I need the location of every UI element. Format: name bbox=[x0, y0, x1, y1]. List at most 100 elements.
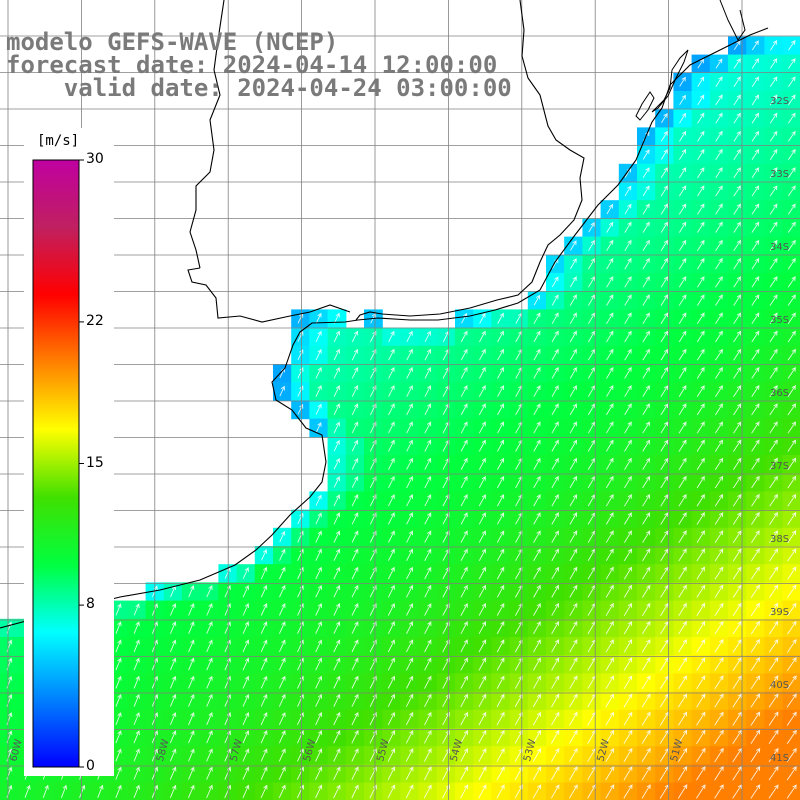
wind-arrow bbox=[768, 602, 779, 617]
wind-arrow bbox=[406, 657, 414, 671]
wind-arrow bbox=[714, 548, 724, 562]
wind-arrow bbox=[569, 566, 578, 580]
wind-arrow bbox=[278, 639, 286, 653]
wind-arrow bbox=[333, 458, 340, 470]
wind-arrow bbox=[624, 221, 632, 233]
wind-arrow bbox=[242, 712, 250, 726]
wind-arrow bbox=[733, 40, 741, 51]
wind-arrow bbox=[351, 476, 359, 488]
wind-arrow bbox=[605, 621, 614, 635]
wind-arrow bbox=[496, 621, 505, 635]
wind-arrow bbox=[660, 257, 668, 270]
wind-arrow bbox=[751, 112, 760, 124]
wind-arrow bbox=[133, 748, 140, 762]
wind-arrow bbox=[424, 457, 432, 470]
wind-arrow bbox=[479, 312, 486, 324]
wind-arrow bbox=[642, 602, 651, 617]
wind-arrow bbox=[769, 366, 778, 379]
wind-arrow bbox=[641, 639, 651, 653]
wind-arrow bbox=[333, 639, 341, 653]
wind-arrow bbox=[732, 657, 742, 671]
wind-arrow bbox=[442, 621, 450, 635]
wind-arrow bbox=[751, 76, 760, 87]
wind-arrow bbox=[714, 493, 724, 507]
wind-arrow bbox=[569, 475, 578, 489]
wind-arrow bbox=[605, 512, 614, 525]
wind-arrow bbox=[605, 748, 615, 763]
wind-arrow bbox=[496, 657, 505, 671]
wind-arrow bbox=[24, 784, 31, 798]
wind-arrow bbox=[478, 457, 486, 470]
wind-arrow bbox=[478, 602, 486, 616]
wind-arrow bbox=[278, 603, 286, 616]
wind-arrow bbox=[587, 403, 596, 416]
wind-arrow bbox=[642, 512, 651, 525]
wind-arrow bbox=[206, 639, 213, 653]
colorbar-tick-label: 8 bbox=[86, 596, 95, 613]
wind-arrow bbox=[169, 657, 177, 671]
wind-arrow bbox=[406, 330, 413, 343]
wind-arrow bbox=[696, 711, 706, 726]
wind-arrow bbox=[733, 475, 742, 489]
wind-arrow bbox=[769, 385, 778, 398]
wind-arrow bbox=[387, 766, 396, 781]
coastline-south-america bbox=[0, 27, 769, 629]
wind-arrow bbox=[751, 58, 760, 69]
wind-arrow bbox=[786, 729, 797, 744]
wind-arrow bbox=[623, 548, 632, 562]
wind-arrow bbox=[787, 294, 796, 306]
wind-arrow bbox=[460, 348, 468, 361]
wind-arrow bbox=[714, 439, 724, 452]
wind-arrow bbox=[460, 584, 468, 598]
wind-arrow bbox=[642, 457, 650, 470]
wind-arrow bbox=[678, 421, 687, 434]
wind-arrow bbox=[406, 494, 413, 507]
wind-arrow bbox=[279, 530, 286, 543]
wind-arrow bbox=[424, 330, 431, 343]
wind-arrow bbox=[496, 766, 505, 781]
wind-arrow bbox=[424, 439, 432, 452]
wind-arrow bbox=[751, 457, 760, 471]
wind-arrow bbox=[260, 566, 268, 580]
wind-arrow bbox=[642, 167, 650, 179]
wind-arrow bbox=[533, 348, 541, 361]
wind-arrow bbox=[569, 584, 578, 598]
wind-arrow bbox=[606, 421, 614, 434]
uruguay-river bbox=[189, 0, 225, 269]
wind-arrow bbox=[642, 294, 650, 306]
wind-arrow bbox=[751, 167, 760, 179]
wind-arrow bbox=[750, 747, 761, 763]
wind-arrow bbox=[388, 421, 395, 434]
wind-arrow bbox=[660, 566, 669, 580]
wind-arrow bbox=[569, 276, 577, 288]
wind-arrow bbox=[732, 548, 742, 562]
wind-arrow bbox=[297, 639, 304, 653]
wind-arrow bbox=[550, 784, 560, 799]
wind-arrow bbox=[623, 675, 633, 690]
wind-arrow bbox=[278, 657, 286, 671]
wind-arrow bbox=[496, 566, 505, 580]
wind-arrow bbox=[787, 548, 797, 562]
wind-arrow bbox=[624, 421, 632, 434]
wind-arrow bbox=[133, 639, 140, 653]
wind-arrow bbox=[406, 457, 413, 470]
wind-arrow bbox=[751, 475, 760, 489]
wind-arrow bbox=[551, 548, 559, 562]
wind-arrow bbox=[679, 130, 687, 142]
wind-arrow bbox=[406, 675, 414, 689]
wind-arrow bbox=[532, 784, 542, 799]
wind-arrow bbox=[460, 494, 468, 507]
wind-arrow bbox=[569, 530, 578, 543]
wind-arrow bbox=[715, 257, 723, 270]
wind-arrow bbox=[133, 693, 140, 707]
wind-arrow bbox=[279, 385, 286, 397]
colorbar-unit: [m/s] bbox=[34, 133, 83, 149]
wind-arrow bbox=[387, 748, 396, 762]
wind-arrow bbox=[424, 621, 432, 635]
wind-arrow bbox=[751, 148, 760, 160]
wind-arrow bbox=[715, 239, 723, 252]
wind-arrow bbox=[514, 711, 523, 726]
wind-arrow bbox=[551, 330, 559, 343]
wind-arrow bbox=[714, 530, 724, 544]
wind-arrow bbox=[315, 348, 322, 361]
